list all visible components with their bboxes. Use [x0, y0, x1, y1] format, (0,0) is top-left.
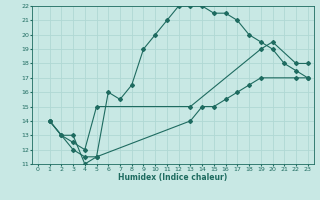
X-axis label: Humidex (Indice chaleur): Humidex (Indice chaleur): [118, 173, 228, 182]
